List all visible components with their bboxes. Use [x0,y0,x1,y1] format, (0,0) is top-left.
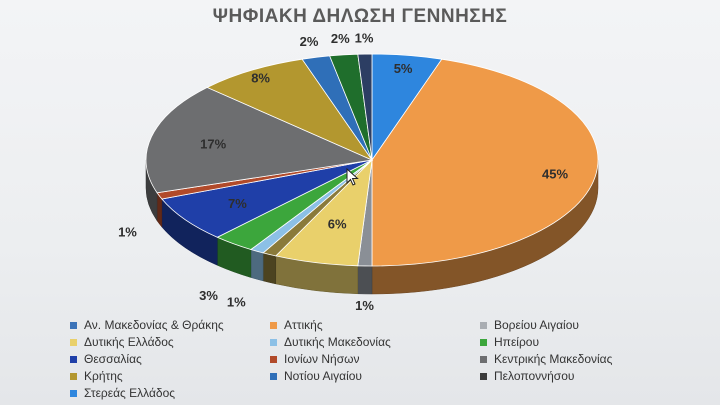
legend-label: Αν. Μακεδονίας & Θράκης [84,318,224,332]
legend-label: Ιονίων Νήσων [284,352,360,366]
legend-swatch [70,321,77,329]
pie-side-2 [357,265,373,295]
legend-item: Αττικής [270,318,323,332]
data-label-11: 2% [300,34,319,49]
chart-title: ΨΗΦΙΑΚΗ ΔΗΛΩΣΗ ΓΕΝΝΗΣΗΣ [212,6,508,27]
legend-label: Ηπείρου [494,335,540,349]
legend-label: Κεντρικής Μακεδονίας [494,352,613,366]
legend-item: Στερεάς Ελλάδος [70,386,175,400]
legend-item: Νοτίου Αιγαίου [270,369,362,383]
data-label-0: 5% [394,61,413,76]
legend-item: Κεντρικής Μακεδονίας [480,352,612,366]
legend-item: Ιονίων Νήσων [270,352,360,366]
data-label-10: 8% [251,71,270,86]
legend-item: Δυτικής Μακεδονίας [270,335,391,349]
data-label-6: 3% [199,288,218,303]
legend-label: Θεσσαλίας [84,352,142,366]
pie-slice-10 [206,58,374,161]
legend-swatch [270,338,277,346]
pie-side-5 [250,249,264,282]
legend-swatch [480,338,487,346]
data-label-8: 1% [118,224,137,239]
legend-swatch [270,321,277,329]
legend-label: Αττικής [284,318,323,332]
legend-item: Θεσσαλίας [70,352,142,366]
legend-label: Δυτικής Μακεδονίας [284,335,391,349]
legend-item: Βορείου Αιγαίου [480,318,579,332]
legend-swatch [70,389,77,397]
legend-label: Πελοποννήσου [494,369,575,383]
legend-label: Στερεάς Ελλάδος [84,386,176,400]
legend-label: Κρήτης [84,369,123,383]
legend-label: Βορείου Αιγαίου [494,318,579,332]
pie-slice-9 [145,86,374,194]
legend-swatch [70,372,77,380]
data-label-13: 1% [355,30,374,45]
pie-slice-13 [357,53,373,161]
legend-item: Αν. Μακεδονίας & Θράκης [70,318,224,332]
legend-swatch [480,355,487,363]
legend-swatch [270,372,277,380]
legend-item: Δυτικής Ελλάδος [70,335,174,349]
data-label-9: 17% [200,136,226,151]
legend-swatch [70,338,77,346]
legend-swatch [480,372,487,380]
legend-swatch [480,321,487,329]
legend-item: Πελοποννήσου [480,369,574,383]
mouse-pointer-icon [346,168,359,186]
data-label-2: 1% [355,298,374,313]
pie-slice-1 [371,58,599,267]
legend-item: Ηπείρου [480,335,539,349]
legend-swatch [270,355,277,363]
data-label-5: 1% [227,295,246,310]
legend-label: Νοτίου Αιγαίου [284,369,362,383]
data-label-7: 7% [228,196,247,211]
legend-swatch [70,355,77,363]
data-label-1: 45% [542,167,568,182]
legend-label: Δυτικής Ελλάδος [84,335,174,349]
data-label-12: 2% [331,31,350,46]
data-label-3: 6% [328,217,347,232]
pie-chart: 5% 45% 1% 6% 1% 3% 7% 1% 17% 8% 2% 2% 1% [118,30,599,313]
pie-side-4 [262,252,277,285]
legend-item: Κρήτης [70,369,123,383]
